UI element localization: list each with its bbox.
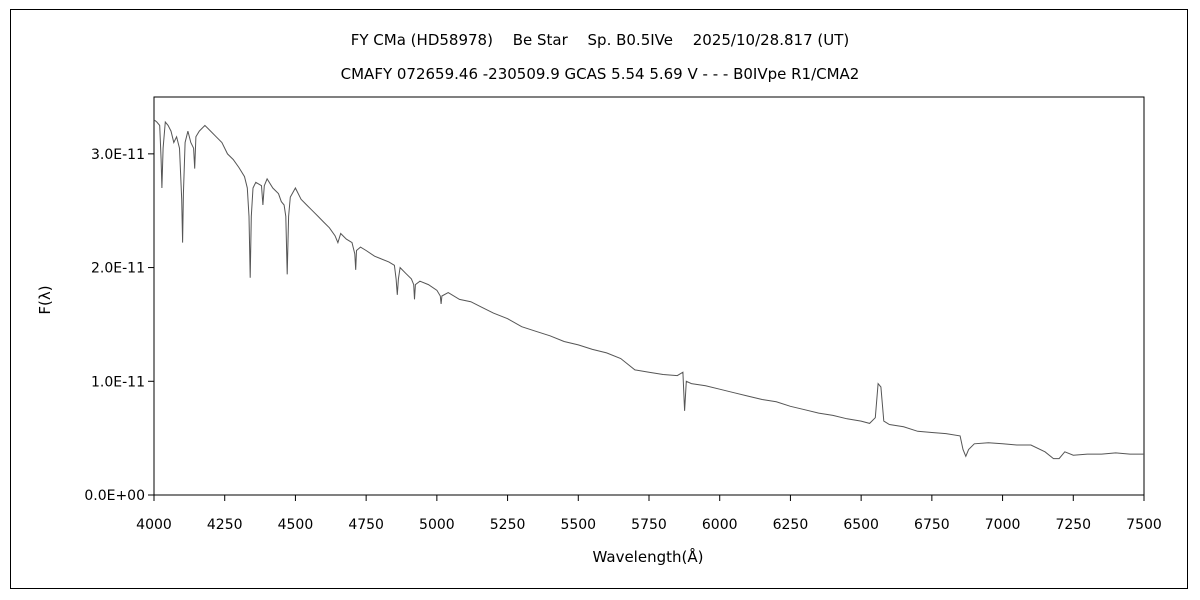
series-group [153,119,1144,460]
y-tick-label: 1.0E-11 [91,374,145,390]
y-tick-label: 2.0E-11 [91,261,145,277]
y-axis: 0.0E+00 1.0E-11 2.0E-11 3.0E-11 [84,147,154,504]
x-tick-label: 7500 [1126,517,1162,533]
y-tick-label: 3.0E-11 [91,147,145,163]
x-axis: 4000 4250 4500 4750 5000 5250 5500 5750 6000 6250… [136,495,1162,533]
x-tick-label: 4750 [348,517,384,533]
y-tick-label: 0.0E+00 [84,488,145,504]
x-tick-label: 4500 [278,517,314,533]
x-tick-label: 5500 [560,517,596,533]
x-tick-label: 6000 [702,517,738,533]
x-tick-label: 6250 [773,517,809,533]
x-tick-label: 4250 [207,517,243,533]
chart-frame [10,9,1188,589]
chart-title: FY CMa (HD58978) Be Star Sp. B0.5IVe 202… [351,31,849,49]
chart-subtitle: CMAFY 072659.46 -230509.9 GCAS 5.54 5.69… [341,65,860,83]
y-axis-label: F(λ) [36,285,54,314]
series-line-spectrum [153,119,1144,460]
x-tick-label: 5750 [631,517,667,533]
x-tick-label: 4000 [136,517,172,533]
x-tick-label: 6750 [914,517,950,533]
x-tick-label: 5000 [419,517,455,533]
x-tick-label: 7250 [1055,517,1091,533]
x-tick-label: 6500 [843,517,879,533]
x-axis-label: Wavelength(Å) [593,547,704,566]
plot-area [153,96,1145,496]
x-tick-label: 5250 [490,517,526,533]
x-tick-label: 7000 [985,517,1021,533]
